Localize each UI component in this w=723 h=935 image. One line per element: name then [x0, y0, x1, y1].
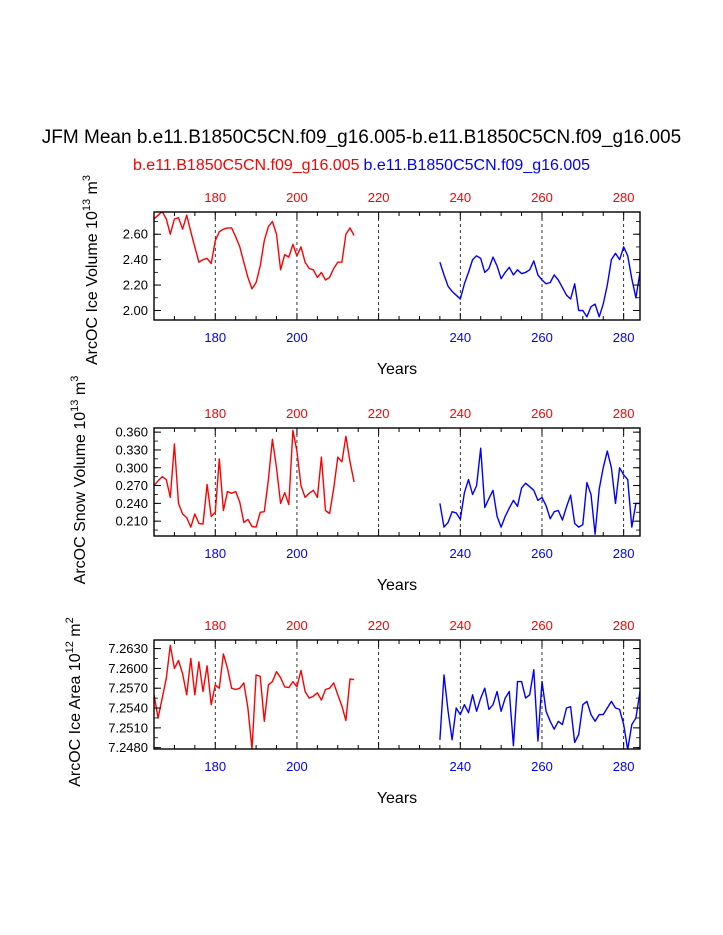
y-axis-label: ArcOC Ice Volume 1013 m3 [81, 175, 101, 365]
y-axis-label-unit: m [84, 181, 101, 199]
series-line-red [154, 212, 355, 290]
x-tick-label-top: 240 [449, 618, 471, 633]
x-axis-label: Years [377, 361, 417, 378]
x-tick-label-top: 240 [449, 406, 471, 421]
x-tick-label-bottom: 200 [286, 546, 308, 561]
y-axis-label: ArcOC Ice Area 1012 m2 [64, 617, 84, 787]
x-tick-label-top: 280 [613, 406, 635, 421]
legend: b.e11.B1850C5CN.f09_g16.005 b.e11.B1850C5… [0, 157, 723, 175]
x-tick-label-top: 260 [531, 618, 553, 633]
y-axis-label-text: ArcOC Ice Volume 10 [84, 211, 101, 365]
legend-entry-blue: b.e11.B1850C5CN.f09_g16.005 [363, 157, 591, 174]
x-tick-label-bottom: 240 [449, 759, 471, 774]
x-tick-label-top: 200 [286, 406, 308, 421]
y-tick-label: 7.2630 [108, 641, 148, 656]
y-tick-label: 0.270 [115, 478, 148, 493]
x-tick-label-top: 280 [613, 190, 635, 205]
y-tick-label: 0.210 [115, 514, 148, 529]
chart-panel-1: 2.00 2.20 2.40 2.60 180 200 220 240 260 280 180 200… [81, 175, 641, 378]
y-tick-label: 7.2600 [108, 661, 148, 676]
y-axis-label-unit: m [67, 623, 84, 641]
x-tick-label-bottom: 200 [286, 330, 308, 345]
y-tick-label: 2.20 [123, 278, 148, 293]
series-line-blue [439, 246, 640, 318]
legend-entry-red: b.e11.B1850C5CN.f09_g16.005 [132, 157, 360, 174]
y-tick-label: 2.00 [123, 303, 148, 318]
series-line-blue [439, 669, 640, 749]
y-tick-label: 7.2480 [108, 740, 148, 755]
plot-frame [153, 427, 641, 537]
y-tick-label: 7.2540 [108, 701, 148, 716]
y-axis-label-unit-exponent: 3 [69, 376, 81, 382]
x-axis-label: Years [377, 790, 417, 807]
series-line-red [154, 429, 355, 528]
x-tick-label-top: 220 [368, 406, 390, 421]
x-tick-label-top: 180 [204, 618, 226, 633]
x-tick-label-top: 260 [531, 190, 553, 205]
x-tick-label-bottom: 260 [531, 546, 553, 561]
y-tick-label: 0.330 [115, 442, 148, 457]
y-tick-label: 7.2510 [108, 720, 148, 735]
plot-frame [153, 639, 641, 750]
x-tick-label-bottom: 280 [613, 759, 635, 774]
chart-panel-3: 7.2480 7.2510 7.2540 7.2570 7.2600 7.2630 180 2… [64, 617, 641, 807]
y-tick-label: 2.40 [123, 252, 148, 267]
x-tick-label-bottom: 200 [286, 759, 308, 774]
x-tick-label-top: 240 [449, 190, 471, 205]
y-axis-label-exponent: 12 [64, 641, 76, 653]
x-tick-label-bottom: 180 [204, 546, 226, 561]
x-tick-label-bottom: 260 [531, 759, 553, 774]
x-tick-label-bottom: 180 [204, 330, 226, 345]
y-tick-label: 0.240 [115, 496, 148, 511]
x-tick-label-bottom: 240 [449, 546, 471, 561]
y-axis-label-exponent: 13 [69, 400, 81, 412]
y-tick-label: 0.360 [115, 425, 148, 440]
series-line-red [154, 644, 355, 749]
x-tick-label-bottom: 260 [531, 330, 553, 345]
x-tick-label-top: 260 [531, 406, 553, 421]
figure-title: JFM Mean b.e11.B1850C5CN.f09_g16.005-b.e… [41, 127, 682, 148]
y-axis-label-text: ArcOC Ice Area 10 [67, 653, 84, 786]
x-tick-label-bottom: 280 [613, 330, 635, 345]
x-tick-label-top: 220 [368, 618, 390, 633]
x-tick-label-top: 200 [286, 618, 308, 633]
y-axis-label-unit: m [72, 382, 89, 400]
x-tick-label-top: 180 [204, 406, 226, 421]
x-tick-label-top: 200 [286, 190, 308, 205]
x-tick-label-top: 280 [613, 618, 635, 633]
x-tick-label-bottom: 180 [204, 759, 226, 774]
y-axis-label-unit-exponent: 3 [81, 175, 93, 181]
y-axis-label-exponent: 13 [81, 199, 93, 211]
x-axis-label: Years [377, 577, 417, 594]
series-line-blue [439, 447, 640, 535]
y-tick-label: 2.60 [123, 227, 148, 242]
x-tick-label-top: 180 [204, 190, 226, 205]
y-tick-label: 7.2570 [108, 681, 148, 696]
y-axis-label-text: ArcOC Snow Volume 10 [72, 412, 89, 585]
plot-frame [153, 211, 641, 321]
x-tick-label-bottom: 280 [613, 546, 635, 561]
x-tick-label-top: 220 [368, 190, 390, 205]
x-tick-label-bottom: 240 [449, 330, 471, 345]
y-tick-label: 0.300 [115, 460, 148, 475]
chart-panel-2: 0.210 0.240 0.270 0.300 0.330 0.360 180 200 220 2… [69, 376, 641, 594]
y-axis-label: ArcOC Snow Volume 1013 m3 [69, 376, 89, 585]
y-axis-label-unit-exponent: 2 [64, 617, 76, 623]
